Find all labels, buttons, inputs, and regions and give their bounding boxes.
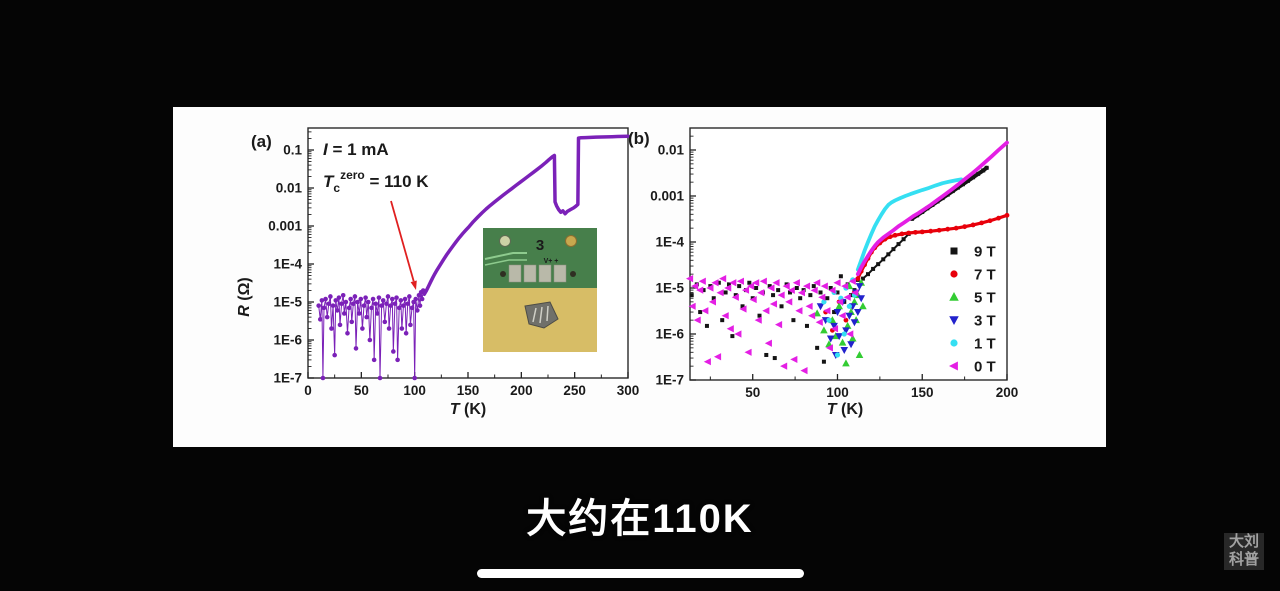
inset-trace-2 (484, 259, 527, 266)
panel-b-axes: 50 100 150 200 0.01 0.001 1E-4 1E-5 1E-6 1E-7 (650, 135, 1019, 400)
inset-pad (523, 264, 537, 283)
legend-label: 5 T (974, 290, 996, 307)
y-tick-label: 1E-6 (655, 327, 684, 342)
video-progress-bar[interactable] (477, 569, 804, 578)
inset-photo: 3 V+ + (483, 228, 597, 352)
subtitle: 大约在110K (526, 497, 754, 541)
legend-label: 7 T (974, 267, 996, 284)
y-tick-label: 1E-7 (655, 373, 684, 388)
transition-arrow (390, 200, 417, 290)
inset-trace-1 (484, 252, 527, 260)
panel-b-label: (b) (628, 129, 650, 148)
legend-item: 7 T (950, 267, 996, 284)
panel-a-xaxis-title: T (K) (450, 401, 486, 418)
x-tick-label: 50 (354, 383, 369, 398)
annotation-tc: Tczero = 110 K (323, 168, 429, 195)
annotation-current: I = 1 mA (323, 140, 389, 159)
inset-via-right (570, 271, 576, 277)
inset-via-left (500, 271, 506, 277)
panel-a-series (316, 134, 630, 381)
inset-pad (538, 264, 552, 283)
resistance-charts: 0 50 100 150 200 250 300 0.1 0.01 0.001 1E-4 1E-5 1E… (236, 127, 1019, 418)
y-tick-label: 1E-5 (655, 281, 684, 296)
x-tick-label: 50 (745, 385, 760, 400)
x-tick-label: 100 (826, 385, 849, 400)
y-tick-label: 1E-4 (655, 235, 684, 250)
y-tick-label: 0.001 (268, 219, 302, 234)
legend-label: 3 T (974, 313, 996, 330)
x-tick-label: 150 (911, 385, 934, 400)
legend-item: 1 T (950, 336, 996, 353)
panel-b-xaxis-title: T (K) (827, 401, 863, 418)
y-tick-label: 0.1 (283, 143, 302, 158)
figure-panel: 0 50 100 150 200 250 300 0.1 0.01 0.001 1E-4 1E-5 1E… (173, 107, 1106, 447)
series-3T (816, 283, 866, 359)
inset-silk-text: V+ + (544, 258, 559, 265)
legend-item: 9 T (950, 244, 996, 261)
x-tick-label: 300 (617, 383, 640, 398)
x-tick-label: 250 (563, 383, 586, 398)
inset-pad (553, 264, 567, 283)
y-tick-label: 1E-4 (273, 257, 302, 272)
x-tick-label: 200 (510, 383, 533, 398)
y-tick-label: 1E-6 (273, 333, 302, 348)
panel-b-series (686, 140, 1010, 375)
x-tick-label: 100 (403, 383, 426, 398)
inset-hole-right (565, 235, 577, 247)
inset-hole-left (499, 235, 511, 247)
series-RvsT,I=1mA (316, 134, 630, 381)
inset-pad (508, 264, 522, 283)
inset-board-number: 3 (536, 237, 544, 254)
x-tick-label: 150 (457, 383, 480, 398)
y-tick-label: 0.001 (650, 189, 684, 204)
panel-a-axes: 0 50 100 150 200 250 300 0.1 0.01 0.001 1E-4 1E-5 1E… (268, 131, 640, 398)
panel-a-yaxis-title: R (Ω) (236, 277, 253, 317)
x-tick-label: 200 (996, 385, 1019, 400)
inset-sample-streaks (532, 305, 549, 324)
y-tick-label: 1E-7 (273, 371, 302, 386)
y-tick-label: 0.01 (276, 181, 303, 196)
panel-b-legend: 9 T 7 T 5 T 3 T 1 T 0 T (949, 244, 996, 376)
legend-item: 3 T (949, 313, 996, 330)
watermark-line1: 大刘 (1228, 533, 1259, 550)
legend-label: 9 T (974, 244, 996, 261)
y-tick-label: 0.01 (658, 143, 685, 158)
watermark: 大刘 科普 (1224, 533, 1264, 570)
legend-label: 1 T (974, 336, 996, 353)
legend-item: 0 T (949, 359, 996, 376)
legend-item: 5 T (949, 290, 996, 307)
legend-label: 0 T (974, 359, 996, 376)
watermark-line2: 科普 (1228, 551, 1259, 568)
series-0T (686, 140, 1009, 375)
y-tick-label: 1E-5 (273, 295, 302, 310)
panel-a-label: (a) (251, 132, 272, 151)
x-tick-label: 0 (304, 383, 312, 398)
